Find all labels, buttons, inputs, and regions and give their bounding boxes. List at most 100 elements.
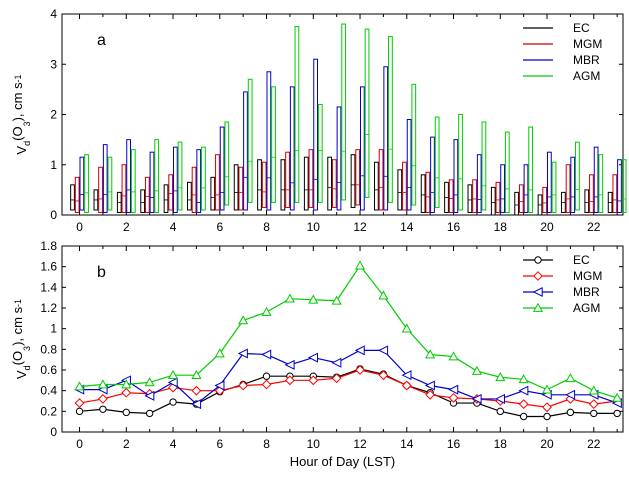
point-mgm-h14 — [401, 380, 412, 391]
point-agm-h19 — [518, 374, 529, 384]
panel-b-y-tick-label: 0 — [50, 425, 57, 439]
panel-b-x-tick-label: 6 — [216, 437, 223, 451]
point-mgm-h9 — [284, 375, 295, 386]
bar-ec-h17 — [467, 184, 473, 213]
point-mgm-h12 — [355, 365, 365, 375]
bar-ec-h12 — [350, 154, 356, 208]
panel-b-plot-frame — [61, 245, 624, 433]
point-mgm-h0 — [74, 398, 85, 408]
panel-a-y-tick-label: 2 — [50, 108, 57, 122]
bar-mgm-h5 — [191, 166, 197, 213]
panel-b-legend-label-mgm: MGM — [573, 269, 602, 283]
panel-b-x-tick-label: 20 — [540, 437, 554, 451]
point-agm-h9 — [284, 293, 295, 303]
point-ec-h21 — [566, 408, 575, 417]
point-mbr-h16 — [448, 384, 459, 395]
point-mbr-h15 — [424, 380, 435, 391]
bar-mgm-h21 — [565, 164, 571, 213]
panel-b-x-tick-label: 18 — [494, 437, 508, 451]
bar-agm-h18 — [504, 131, 510, 213]
bar-mbr-h11 — [336, 106, 342, 211]
point-mgm-h16 — [448, 392, 459, 403]
bar-agm-h20 — [551, 161, 557, 213]
point-mbr-h6 — [214, 380, 225, 391]
point-mgm-h8 — [261, 379, 272, 390]
panel-b-x-axis-label: Hour of Day (LST) — [290, 454, 395, 469]
panel-a-x-tick-label: 14 — [400, 220, 414, 234]
point-agm-h8 — [261, 306, 272, 316]
panel-a-x-tick-label: 18 — [494, 220, 508, 234]
panel-b-x-tick-label: 0 — [76, 437, 83, 451]
panel-b-x-tick-label: 8 — [263, 437, 270, 451]
point-ec-h3 — [145, 409, 154, 418]
bar-agm-h8 — [271, 86, 276, 203]
bar-mgm-h8 — [261, 161, 267, 208]
panel-b-y-tick-label: 0.8 — [40, 342, 57, 356]
panel-b-x-tick-label: 22 — [587, 437, 601, 451]
point-ec-h23 — [613, 409, 621, 418]
panel-a-y-tick-label: 3 — [50, 57, 57, 71]
panel-b-x-tick-label: 2 — [123, 437, 130, 451]
bar-mgm-h0 — [74, 176, 80, 213]
point-mbr-h14 — [401, 370, 412, 381]
panel-b-legend-marker-agm — [532, 302, 544, 312]
bar-agm-h7 — [247, 78, 253, 203]
point-mgm-h11 — [331, 373, 342, 384]
point-mgm-h5 — [191, 385, 202, 396]
bar-ec-h6 — [210, 176, 216, 211]
bar-ec-h22 — [584, 189, 590, 213]
point-ec-h19 — [519, 412, 528, 421]
line-mbr — [79, 349, 618, 405]
bar-mgm-h20 — [542, 186, 548, 213]
bar-mgm-h7 — [238, 166, 244, 211]
panel-b-legend-label-ec: EC — [573, 253, 590, 267]
point-mbr-h12 — [354, 345, 365, 356]
point-mbr-h7 — [237, 348, 248, 359]
panel-b-y-tick-label: 1.4 — [40, 280, 57, 294]
bar-ec-h13 — [374, 161, 379, 211]
point-mbr-h19 — [518, 385, 529, 396]
bar-mgm-h10 — [308, 149, 314, 208]
bar-agm-h16 — [458, 114, 463, 211]
point-agm-h5 — [191, 369, 202, 380]
point-agm-h3 — [144, 377, 155, 387]
bar-agm-h9 — [294, 26, 300, 203]
bar-mbr-h12 — [359, 86, 365, 211]
point-mgm-h15 — [425, 389, 436, 400]
bar-mbr-h8 — [266, 71, 272, 211]
bar-mbr-h6 — [219, 126, 225, 211]
panel-a-legend-label-mgm: MGM — [573, 37, 602, 51]
point-mbr-h11 — [331, 357, 342, 368]
panel-b-legend-label-mbr: MBR — [573, 285, 600, 299]
panel-b-x-tick-label: 14 — [400, 437, 414, 451]
bar-mbr-h15 — [430, 136, 435, 213]
panel-b-x-tick-label: 4 — [170, 437, 177, 451]
point-mbr-h10 — [307, 352, 318, 363]
point-ec-h20 — [543, 412, 551, 421]
panel-a-legend-label-agm: AGM — [573, 69, 600, 83]
bar-mgm-h13 — [378, 149, 384, 211]
bar-ec-h15 — [420, 174, 426, 213]
bar-mgm-h3 — [144, 176, 150, 213]
point-agm-h6 — [214, 348, 225, 358]
point-agm-h1 — [97, 379, 108, 389]
point-agm-h23 — [612, 392, 623, 402]
point-mbr-h21 — [565, 389, 576, 400]
bar-mbr-h19 — [523, 164, 529, 213]
bar-ec-h14 — [397, 169, 403, 211]
bar-mbr-h5 — [196, 149, 202, 213]
line-ec — [79, 368, 618, 418]
point-ec-h4 — [169, 398, 177, 406]
bar-agm-h23 — [621, 159, 627, 213]
panel-a-letter: a — [97, 32, 106, 49]
bar-mbr-h22 — [593, 146, 599, 213]
panel-b-x-tick-label: 10 — [307, 437, 321, 451]
bar-ec-h7 — [233, 164, 239, 211]
bar-agm-h5 — [201, 146, 206, 211]
panel-a-legend-label-ec: EC — [573, 21, 590, 35]
bar-mgm-h15 — [425, 171, 431, 213]
panel-a-y-tick-label: 0 — [50, 208, 57, 222]
point-mbr-h5 — [191, 399, 202, 410]
bar-mgm-h1 — [98, 166, 103, 213]
